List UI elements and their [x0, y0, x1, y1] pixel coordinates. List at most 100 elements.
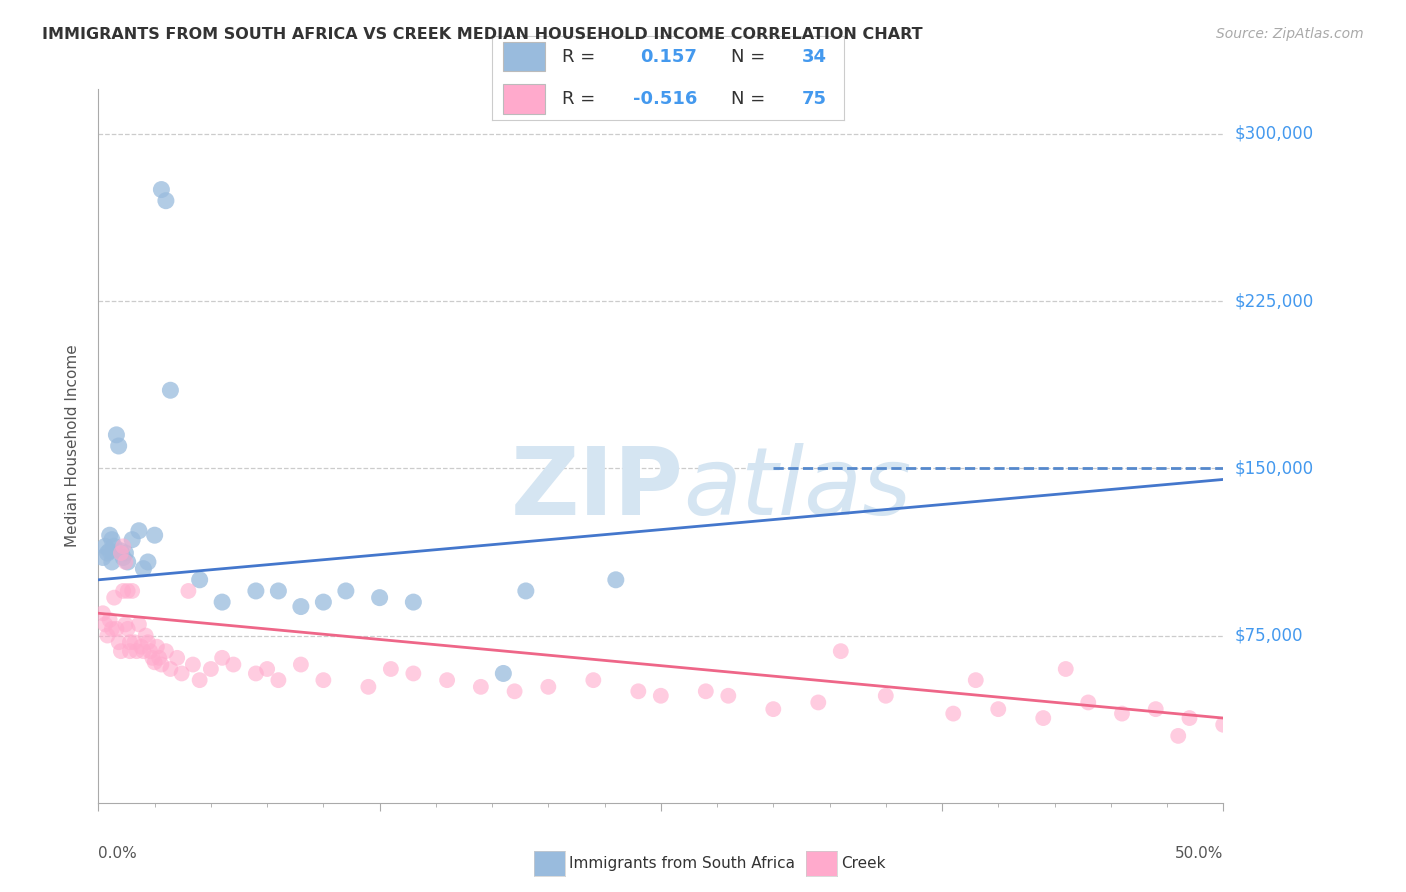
Point [1212, 717, 1234, 731]
Text: N =: N = [731, 48, 770, 66]
Text: 75: 75 [801, 90, 827, 108]
Y-axis label: Median Household Income: Median Household Income [65, 344, 80, 548]
Point [150, 657, 173, 672]
FancyBboxPatch shape [503, 84, 544, 113]
Point [582, 673, 605, 687]
Point [110, 546, 132, 560]
Text: $225,000: $225,000 [1234, 292, 1313, 310]
Text: 0.157: 0.157 [640, 48, 696, 66]
Point [1144, 702, 1167, 716]
Point [118, 635, 141, 649]
Point [159, 384, 181, 398]
Point [101, 622, 124, 636]
Point [136, 555, 159, 569]
Point [1223, 724, 1246, 739]
Point [177, 583, 200, 598]
Point [170, 666, 193, 681]
Point [128, 524, 150, 538]
Text: R =: R = [562, 48, 602, 66]
Point [98, 543, 121, 558]
Point [91, 607, 114, 621]
Point [107, 635, 129, 649]
Point [1032, 711, 1054, 725]
Point [148, 651, 170, 665]
Point [222, 657, 245, 672]
Text: Immigrants from South Africa: Immigrants from South Africa [569, 856, 796, 871]
Point [492, 666, 515, 681]
Point [181, 657, 204, 672]
Point [91, 550, 114, 565]
Point [103, 591, 125, 605]
Point [125, 644, 148, 658]
Point [94, 617, 117, 632]
Point [515, 583, 537, 598]
Point [107, 439, 129, 453]
Point [627, 684, 650, 698]
Point [537, 680, 560, 694]
Point [335, 583, 357, 598]
Point [503, 684, 526, 698]
Point [103, 539, 125, 553]
Point [101, 533, 124, 547]
Point [159, 662, 181, 676]
Point [188, 673, 211, 687]
Point [101, 555, 124, 569]
Text: N =: N = [731, 90, 770, 108]
Point [155, 644, 177, 658]
Point [717, 689, 740, 703]
Text: atlas: atlas [683, 443, 911, 534]
Point [290, 599, 312, 614]
Point [188, 573, 211, 587]
Point [245, 583, 267, 598]
FancyBboxPatch shape [503, 42, 544, 71]
Text: 50.0%: 50.0% [1175, 846, 1223, 861]
Point [312, 673, 335, 687]
Text: IMMIGRANTS FROM SOUTH AFRICA VS CREEK MEDIAN HOUSEHOLD INCOME CORRELATION CHART: IMMIGRANTS FROM SOUTH AFRICA VS CREEK ME… [42, 27, 922, 42]
Point [129, 640, 152, 654]
Text: $300,000: $300,000 [1234, 125, 1313, 143]
Point [267, 673, 290, 687]
Point [150, 182, 173, 196]
Point [1111, 706, 1133, 721]
Point [245, 666, 267, 681]
Point [117, 583, 139, 598]
Point [105, 427, 128, 442]
Point [942, 706, 965, 721]
Point [166, 651, 188, 665]
Point [135, 628, 157, 642]
Point [128, 617, 150, 632]
Point [146, 640, 169, 654]
Point [105, 622, 128, 636]
Point [830, 644, 852, 658]
Point [98, 528, 121, 542]
Point [96, 628, 118, 642]
Text: R =: R = [562, 90, 602, 108]
Point [312, 595, 335, 609]
Point [1077, 696, 1099, 710]
Point [380, 662, 402, 676]
Point [875, 689, 897, 703]
Point [139, 644, 162, 658]
Point [357, 680, 380, 694]
Point [211, 595, 233, 609]
Text: Creek: Creek [841, 856, 886, 871]
Point [136, 635, 159, 649]
Point [200, 662, 222, 676]
Point [1167, 729, 1189, 743]
Point [112, 583, 135, 598]
Text: ZIP: ZIP [510, 442, 683, 535]
Point [605, 573, 627, 587]
Point [114, 617, 136, 632]
Point [110, 543, 132, 558]
Point [267, 583, 290, 598]
Point [762, 702, 785, 716]
Point [256, 662, 278, 676]
Point [368, 591, 391, 605]
Point [124, 635, 146, 649]
Point [117, 555, 139, 569]
Point [965, 673, 987, 687]
Text: 0.0%: 0.0% [98, 846, 138, 861]
Text: Source: ZipAtlas.com: Source: ZipAtlas.com [1216, 27, 1364, 41]
Point [98, 613, 121, 627]
Point [96, 546, 118, 560]
